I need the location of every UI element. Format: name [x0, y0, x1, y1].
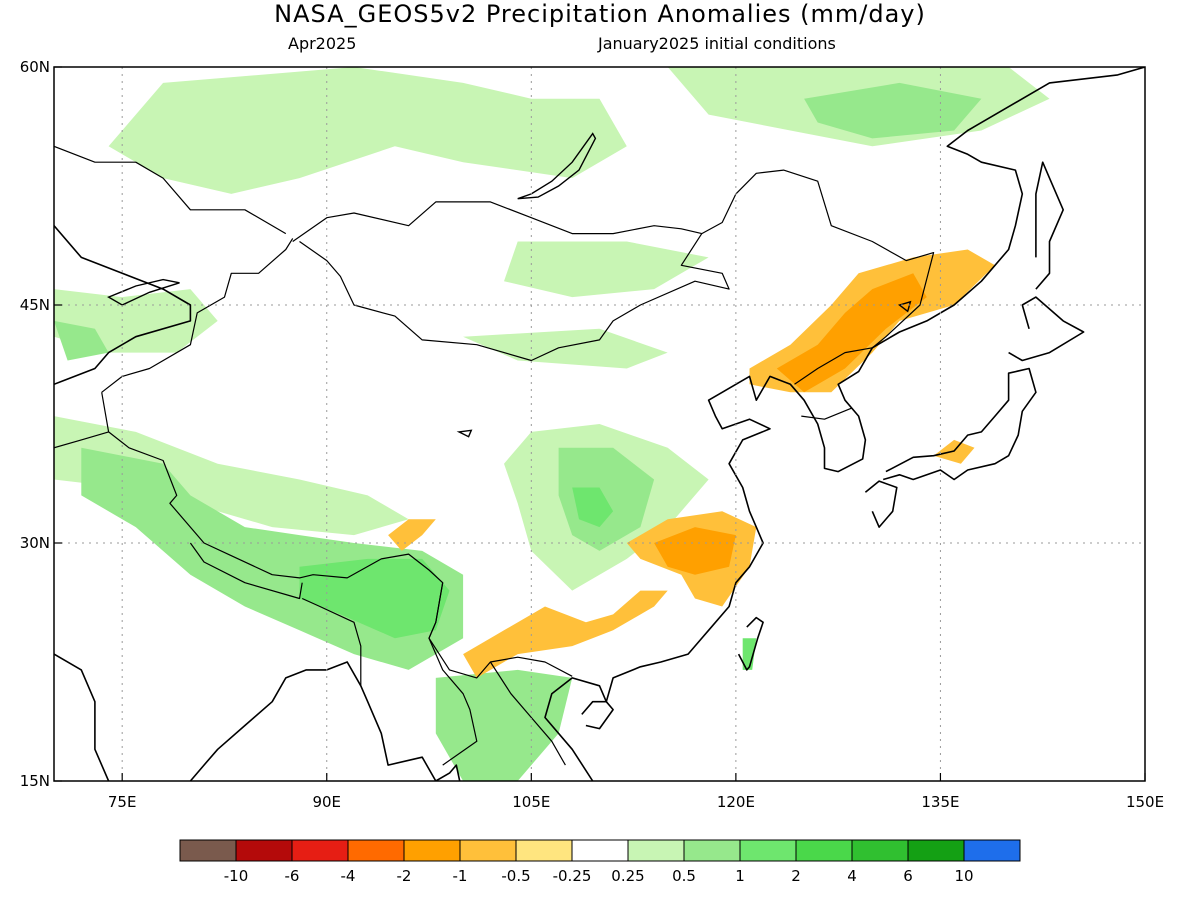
coastline-east-asia-coast [54, 225, 192, 386]
coastline-sakhalin [1035, 161, 1064, 290]
border-laos-vietnam [489, 661, 566, 766]
colorbar-swatch [291, 839, 349, 862]
anomaly-mongolia-north [108, 67, 627, 194]
longitude-axis: 75E 90E 105E 120E 135E 150E [108, 773, 1164, 811]
lon-label: 105E [512, 793, 550, 811]
anomaly-tibet-west [54, 416, 409, 536]
border-myanmar-thai [428, 582, 478, 766]
anomaly-central-china-core [558, 447, 655, 551]
colorbar-swatch [627, 839, 685, 862]
lake-lake-khanka [897, 300, 912, 313]
lat-label: 30N [20, 534, 50, 552]
colorbar-label: 1 [735, 867, 745, 885]
colorbar-label: 0.5 [672, 867, 696, 885]
colorbar-swatch [347, 839, 405, 862]
lat-lon-grid [54, 67, 1145, 781]
colorbar-label: -0.25 [553, 867, 592, 885]
border-south-asia-1 [54, 431, 109, 449]
lat-label: 60N [20, 58, 50, 76]
anomaly-assam-core [299, 558, 450, 639]
lon-label: 150E [1126, 793, 1164, 811]
initial-conditions: January2025 initial conditions [598, 34, 836, 53]
anomaly-kazakh-west-core [54, 320, 109, 361]
colorbar-swatch [459, 839, 517, 862]
colorbar-swatch [739, 839, 797, 862]
coastline-india-west [54, 653, 110, 781]
colorbar: -10 -6 -4 -2 -1 -0.5 -0.25 0.25 0.5 1 2 4 6 10 [179, 839, 1021, 885]
border-korea-dmz [801, 407, 853, 420]
lon-label: 90E [312, 793, 341, 811]
border-himalaya-border [101, 392, 573, 679]
coastline-bay-bengal [189, 661, 437, 781]
colorbar-label: 2 [791, 867, 801, 885]
colorbar-swatch [795, 839, 853, 862]
colorbar-swatch [235, 839, 293, 862]
coastlines-and-borders [54, 67, 1145, 781]
border-bangladesh [301, 597, 362, 686]
coastline-honshu [882, 367, 1037, 481]
border-china-north-border [101, 238, 294, 393]
colorbar-swatch [179, 839, 237, 862]
colorbar-swatch [907, 839, 965, 862]
colorbar-label: 6 [903, 867, 913, 885]
colorbar-label: -10 [224, 867, 249, 885]
anomaly-central-china-dark [572, 487, 614, 528]
anomaly-manchuria-dry-core [776, 273, 927, 393]
border-mongolia-border [292, 201, 730, 362]
border-nepal-india [189, 542, 303, 600]
anomaly-tibet-dry [388, 519, 436, 551]
border-russia-kazakh [54, 145, 287, 235]
anomaly-taiwan-green [742, 638, 757, 670]
anomaly-mongolia-central [504, 241, 709, 298]
colorbar-swatch [403, 839, 461, 862]
colorbar-label: 0.25 [611, 867, 644, 885]
anomaly-inner-mongolia-strip [463, 328, 668, 369]
anomaly-yangtze-dry-core [654, 527, 736, 575]
coastline-kyushu [864, 480, 898, 528]
colorbar-swatch [683, 839, 741, 862]
lake-qinghai-lake [456, 429, 473, 438]
colorbar-swatch [515, 839, 573, 862]
colorbar-swatch [571, 839, 629, 862]
lon-label: 75E [108, 793, 137, 811]
colorbar-swatch [851, 839, 909, 862]
plot-frame [53, 66, 1146, 782]
colorbar-label: -4 [341, 867, 356, 885]
colorbar-swatch [963, 839, 1021, 862]
anomaly-indochina-green [435, 669, 573, 781]
chart-title: NASA_GEOS5v2 Precipitation Anomalies (mm… [274, 0, 926, 28]
lat-label: 15N [20, 772, 50, 790]
colorbar-label: 4 [847, 867, 857, 885]
anomaly-fields [54, 67, 1050, 781]
border-china-ne-border [701, 169, 935, 385]
coastline-china-coast [435, 67, 1145, 781]
anomaly-south-china-dry [463, 590, 668, 678]
colorbar-label: -2 [397, 867, 412, 885]
anomaly-siberia-east-core [804, 82, 982, 139]
lake-lake-baikal [517, 132, 597, 200]
lon-label: 135E [921, 793, 959, 811]
coastline-hokkaido [1008, 296, 1085, 362]
colorbar-label: 10 [954, 867, 973, 885]
lon-label: 120E [717, 793, 755, 811]
valid-month: Apr2025 [288, 34, 357, 53]
colorbar-label: -0.5 [501, 867, 530, 885]
coastline-hainan [581, 700, 614, 730]
coastline-taiwan [737, 616, 764, 671]
colorbar-label: -1 [453, 867, 468, 885]
coastline-indochina-inner [435, 764, 461, 781]
lat-label: 45N [20, 296, 50, 314]
latitude-axis: 60N 45N 30N 15N [20, 58, 62, 790]
colorbar-label: -6 [285, 867, 300, 885]
